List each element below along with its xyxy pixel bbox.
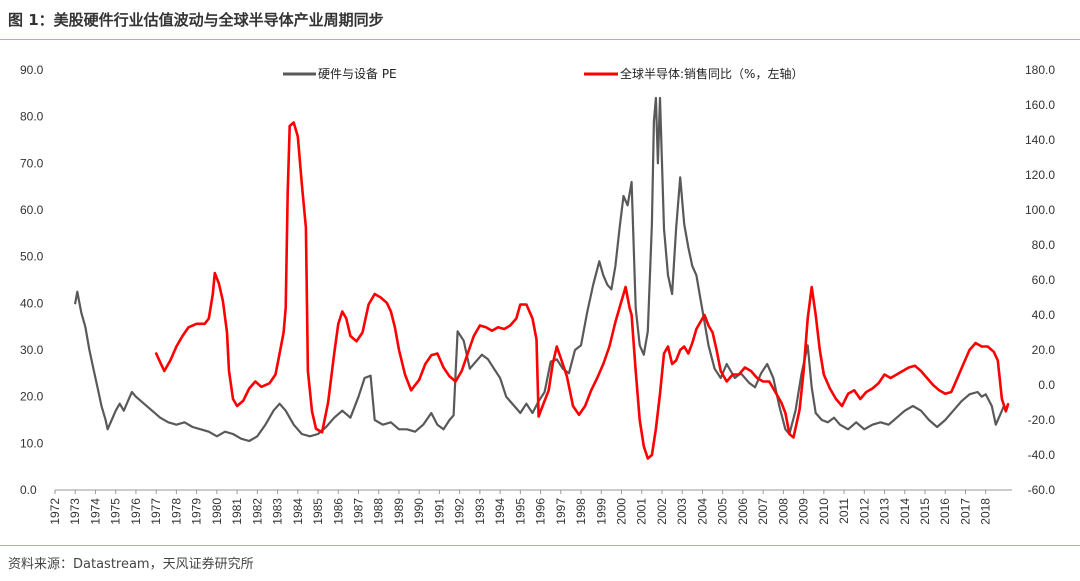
- x-tick-label: 2018: [979, 498, 993, 525]
- x-tick-label: 1976: [129, 498, 143, 525]
- x-tick-label: 1975: [109, 498, 123, 525]
- x-tick-label: 1981: [230, 498, 244, 525]
- y-right-tick-label: -40.0: [1028, 448, 1056, 462]
- x-tick-label: 2003: [675, 498, 689, 525]
- y-left-tick-label: 20.0: [20, 390, 44, 404]
- x-tick-label: 1993: [473, 498, 487, 525]
- x-tick-label: 1984: [291, 498, 305, 525]
- y-right-tick-label: 40.0: [1032, 308, 1056, 322]
- x-tick-label: 1986: [331, 498, 345, 525]
- y-right-tick-label: 20.0: [1032, 343, 1056, 357]
- chart-title: 图 1：美股硬件行业估值波动与全球半导体产业周期同步: [8, 11, 384, 29]
- x-tick-label: 1979: [190, 498, 204, 525]
- y-left-tick-label: 10.0: [20, 436, 44, 450]
- y-left-tick-label: 50.0: [20, 250, 44, 264]
- x-tick-label: 2004: [695, 498, 709, 525]
- x-tick-label: 2001: [635, 498, 649, 525]
- line-chart: 硬件与设备 PE 全球半导体:销售同比（%，左轴） 0.0 10.0 20.0 30.…: [20, 63, 1056, 525]
- x-tick-label: 2009: [797, 498, 811, 525]
- legend-label-semi: 全球半导体:销售同比（%，左轴）: [620, 66, 803, 81]
- x-tick-label: 2015: [918, 498, 932, 525]
- x-tick-label: 1989: [392, 498, 406, 525]
- x-tick-label: 1999: [594, 498, 608, 525]
- x-tick-label: 2012: [857, 498, 871, 525]
- legend: 硬件与设备 PE 全球半导体:销售同比（%，左轴）: [283, 66, 803, 81]
- y-right-tick-label: 160.0: [1025, 98, 1055, 112]
- x-tick-label: 2006: [736, 498, 750, 525]
- y-right-tick-label: 120.0: [1025, 168, 1055, 182]
- top-divider: [0, 39, 1080, 40]
- x-tick-label: 2000: [615, 498, 629, 525]
- x-tick-label: 2014: [898, 498, 912, 525]
- x-tick-label: 1997: [554, 498, 568, 525]
- series-line-semiconductor: [154, 121, 1010, 460]
- x-tick-label: 1972: [48, 498, 62, 525]
- source-note: 资料来源：Datastream，天风证券研究所: [8, 557, 254, 572]
- y-right-tick-label: 140.0: [1025, 133, 1055, 147]
- x-tick-label: 1982: [250, 498, 264, 525]
- x-tick-label: 2013: [878, 498, 892, 525]
- x-tick-label: 2016: [938, 498, 952, 525]
- x-tick-label: 1980: [210, 498, 224, 525]
- x-tick-label: 2017: [958, 498, 972, 525]
- y-right-tick-label: 0.0: [1038, 378, 1055, 392]
- x-tick-label: 1991: [432, 498, 446, 525]
- x-tick-label: 1978: [169, 498, 183, 525]
- x-tick-label: 1985: [311, 498, 325, 525]
- y-left-tick-label: 30.0: [20, 343, 44, 357]
- legend-label-pe: 硬件与设备 PE: [318, 67, 397, 81]
- x-tick-label: 1990: [412, 498, 426, 525]
- x-tick-label: 2011: [837, 498, 851, 524]
- x-tick-label: 2005: [716, 498, 730, 525]
- x-tick-label: 1973: [68, 498, 82, 525]
- y-right-tick-label: 60.0: [1032, 273, 1056, 287]
- y-right-tick-label: 80.0: [1032, 238, 1056, 252]
- y-left-tick-label: 70.0: [20, 156, 44, 170]
- x-tick-label: 1988: [372, 498, 386, 525]
- x-tick-label: 2007: [756, 498, 770, 525]
- y-left-tick-label: 0.0: [20, 483, 37, 497]
- y-left-tick-label: 90.0: [20, 63, 44, 77]
- x-tick-label: 2002: [655, 498, 669, 525]
- x-tick-label: 1983: [271, 498, 285, 525]
- y-right-tick-label: -20.0: [1028, 413, 1056, 427]
- y-right-tick-label: 100.0: [1025, 203, 1055, 217]
- x-tick-label: 1998: [574, 498, 588, 525]
- x-tick-label: 1987: [351, 498, 365, 525]
- x-tick-label: 1995: [513, 498, 527, 525]
- series-line-pe: [74, 96, 1008, 443]
- x-tick-label: 1994: [493, 498, 507, 525]
- bottom-divider: [0, 545, 1080, 546]
- y-left-tick-label: 80.0: [20, 110, 44, 124]
- y-left-tick-label: 40.0: [20, 296, 44, 310]
- x-tick-label: 1992: [453, 498, 467, 525]
- x-tick-label: 1977: [149, 498, 163, 525]
- x-tick-label: 2010: [817, 498, 831, 525]
- x-tick-label: 2008: [776, 498, 790, 525]
- x-tick-label: 1996: [534, 498, 548, 525]
- x-tick-label: 1974: [88, 498, 102, 525]
- y-left-tick-label: 60.0: [20, 203, 44, 217]
- y-right-tick-label: -60.0: [1028, 483, 1056, 497]
- y-right-tick-label: 180.0: [1025, 63, 1055, 77]
